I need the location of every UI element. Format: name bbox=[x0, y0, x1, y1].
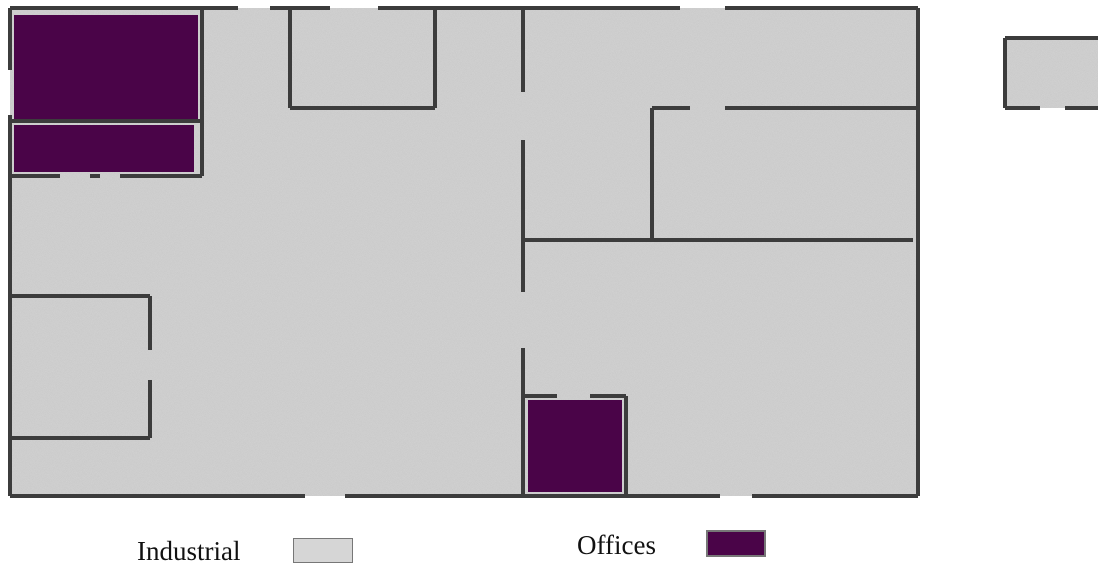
office-room-top-left bbox=[14, 15, 198, 119]
industrial-area-annex bbox=[1005, 38, 1098, 108]
office-room-left-lower bbox=[14, 125, 194, 172]
legend-label-industrial: Industrial bbox=[137, 536, 241, 566]
legend-swatch-offices bbox=[706, 530, 766, 557]
walls bbox=[8, 6, 1098, 498]
office-room-bottom-center bbox=[528, 400, 622, 492]
legend-swatch-industrial bbox=[293, 538, 353, 563]
legend-label-offices: Offices bbox=[577, 530, 656, 560]
